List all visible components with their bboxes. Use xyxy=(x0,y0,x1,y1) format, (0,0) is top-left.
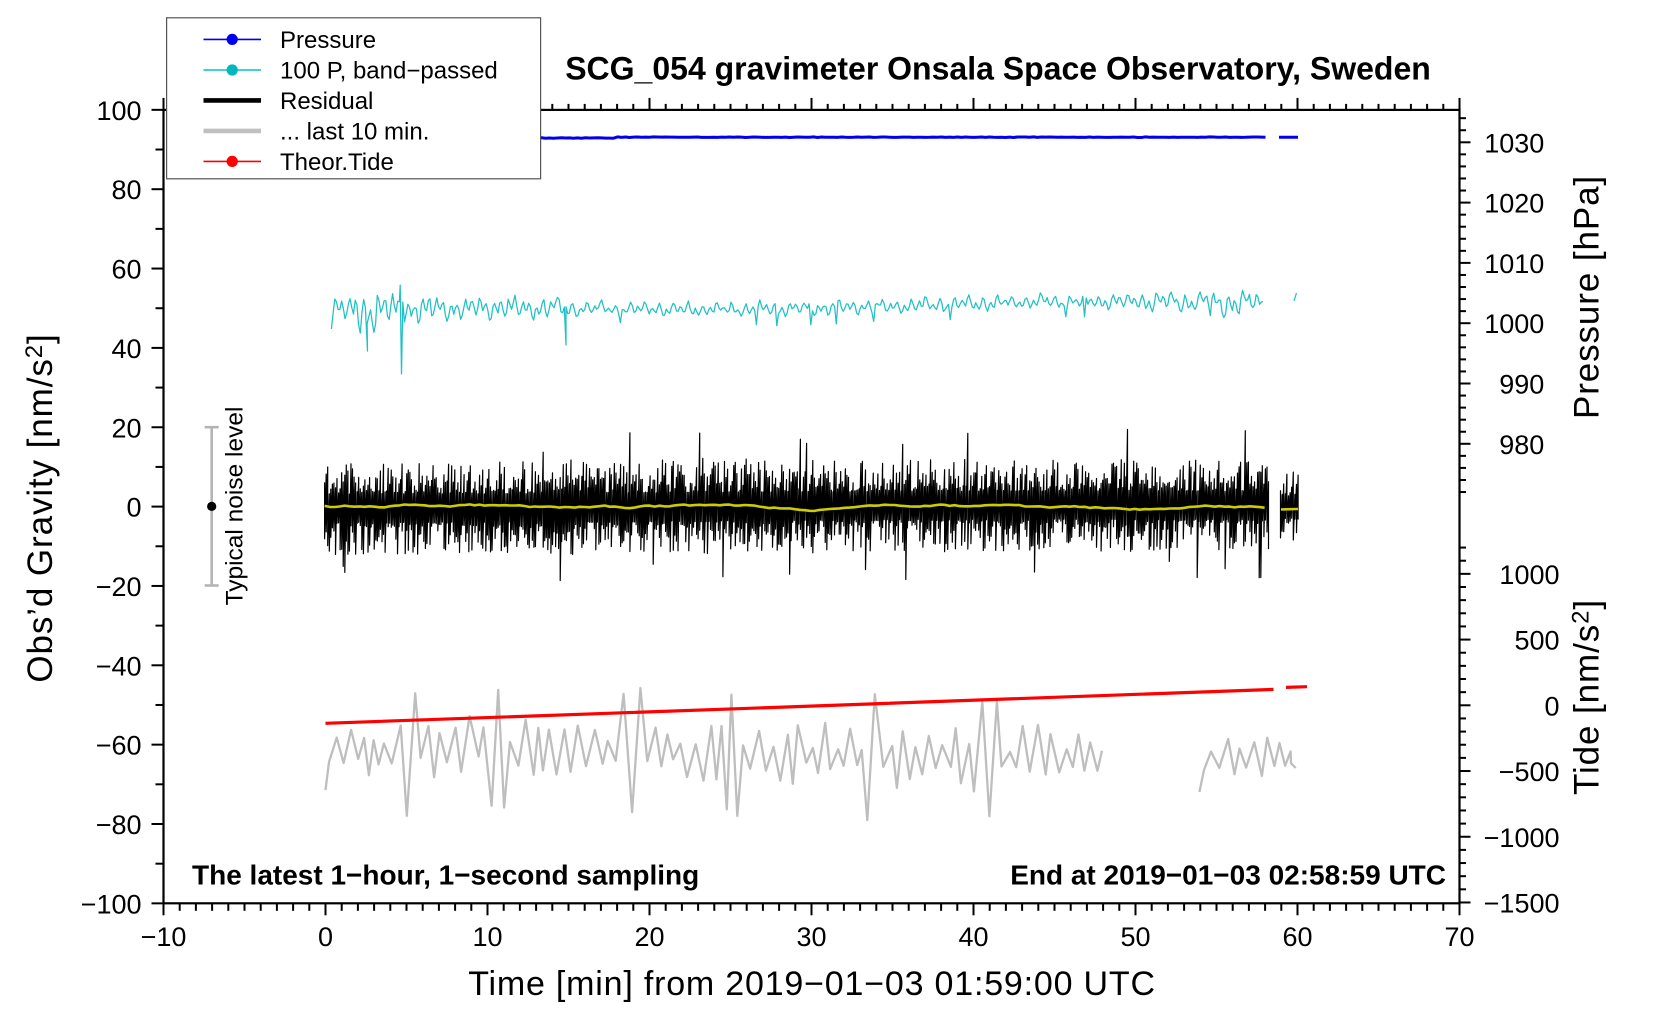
svg-text:0: 0 xyxy=(1544,691,1559,721)
svg-text:−1000: −1000 xyxy=(1484,823,1560,853)
svg-text:Time [min] from 2019−01−03 01:: Time [min] from 2019−01−03 01:59:00 UTC xyxy=(468,965,1156,1003)
svg-text:Obs’d Gravity [nm/s2]: Obs’d Gravity [nm/s2] xyxy=(21,333,60,682)
svg-text:100: 100 xyxy=(96,96,141,126)
svg-text:0: 0 xyxy=(318,922,333,952)
svg-text:60: 60 xyxy=(111,255,141,285)
svg-text:60: 60 xyxy=(1282,922,1312,952)
svg-text:10: 10 xyxy=(472,922,502,952)
svg-text:20: 20 xyxy=(111,413,141,443)
svg-text:980: 980 xyxy=(1499,430,1544,460)
svg-text:50: 50 xyxy=(1120,922,1150,952)
svg-text:0: 0 xyxy=(126,493,141,523)
svg-text:SCG_054 gravimeter Onsala Spac: SCG_054 gravimeter Onsala Space Observat… xyxy=(565,51,1431,87)
svg-text:20: 20 xyxy=(634,922,664,952)
svg-text:−60: −60 xyxy=(96,731,142,761)
svg-text:30: 30 xyxy=(796,922,826,952)
svg-text:1020: 1020 xyxy=(1484,189,1544,219)
svg-text:−1500: −1500 xyxy=(1484,888,1560,918)
svg-text:1000: 1000 xyxy=(1484,309,1544,339)
svg-text:Theor.Tide: Theor.Tide xyxy=(280,149,394,176)
svg-text:−40: −40 xyxy=(96,651,142,681)
svg-text:Pressure [hPa]: Pressure [hPa] xyxy=(1568,175,1607,419)
svg-text:Typical noise level: Typical noise level xyxy=(222,407,249,606)
svg-text:1010: 1010 xyxy=(1484,249,1544,279)
svg-text:100 P, band−passed: 100 P, band−passed xyxy=(280,58,498,85)
svg-text:40: 40 xyxy=(111,334,141,364)
svg-text:−20: −20 xyxy=(96,572,142,602)
svg-text:Pressure: Pressure xyxy=(280,27,376,54)
svg-text:40: 40 xyxy=(958,922,988,952)
svg-text:−500: −500 xyxy=(1499,757,1560,787)
svg-text:Tide [nm/s2]: Tide [nm/s2] xyxy=(1568,599,1607,795)
svg-text:70: 70 xyxy=(1444,922,1474,952)
svg-text:−10: −10 xyxy=(141,922,187,952)
svg-text:−80: −80 xyxy=(96,810,142,840)
svg-text:Residual: Residual xyxy=(280,88,373,115)
svg-text:−100: −100 xyxy=(81,889,142,919)
svg-text:... last 10 min.: ... last 10 min. xyxy=(280,118,429,145)
svg-text:500: 500 xyxy=(1514,626,1559,656)
svg-text:End at 2019−01−03 02:58:59 UTC: End at 2019−01−03 02:58:59 UTC xyxy=(1010,859,1446,890)
svg-text:1000: 1000 xyxy=(1499,560,1559,590)
svg-text:1030: 1030 xyxy=(1484,128,1544,158)
svg-text:990: 990 xyxy=(1499,370,1544,400)
svg-text:80: 80 xyxy=(111,175,141,205)
svg-text:The latest 1−hour, 1−second sa: The latest 1−hour, 1−second sampling xyxy=(192,859,699,890)
